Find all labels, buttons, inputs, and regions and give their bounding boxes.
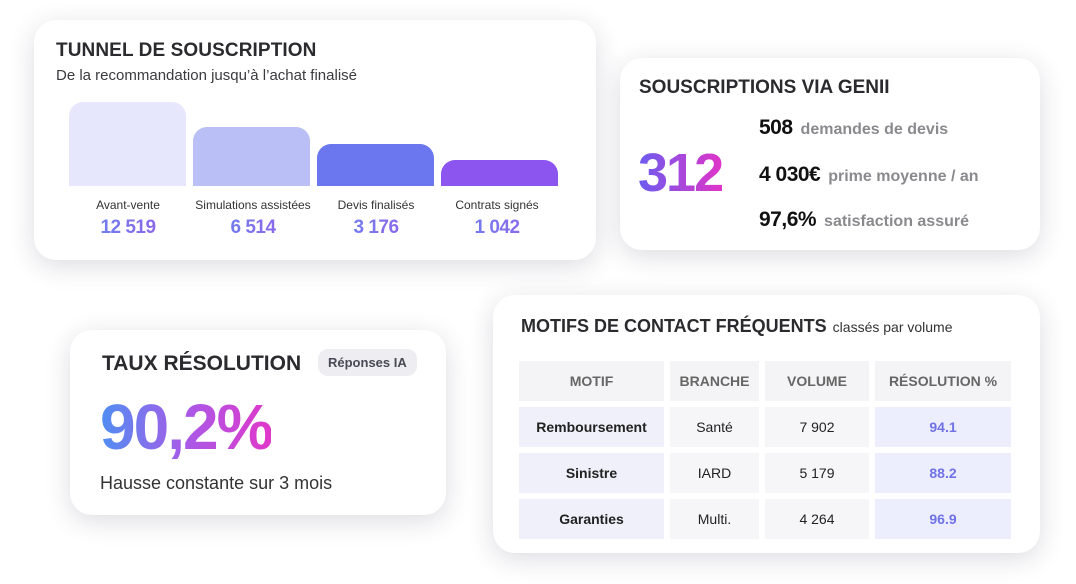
motifs-title: MOTIFS DE CONTACT FRÉQUENTS classés par v…	[521, 316, 953, 337]
cell-motif: Sinistre	[519, 453, 664, 493]
genii-card: SOUSCRIPTIONS VIA GENII 312 508 demandes …	[620, 58, 1040, 250]
funnel-bar-devis	[317, 144, 434, 186]
motifs-subtitle: classés par volume	[832, 319, 953, 335]
motifs-title-text: MOTIFS DE CONTACT FRÉQUENTS	[521, 316, 827, 336]
motifs-card: MOTIFS DE CONTACT FRÉQUENTS classés par v…	[493, 295, 1040, 553]
table-row: Remboursement Santé 7 902 94.1	[519, 407, 1011, 447]
taux-card: TAUX RÉSOLUTION Réponses IA 90,2% Hausse…	[70, 330, 446, 515]
stage-label: Simulations assistées	[195, 198, 311, 212]
genii-stat-satisfaction: 97,6% satisfaction assuré	[759, 208, 969, 232]
stage-value: 12 519	[58, 217, 198, 239]
cell-branche: Multi.	[670, 499, 759, 539]
table-row: Garanties Multi. 4 264 96.9	[519, 499, 1011, 539]
stage-label: Devis finalisés	[337, 198, 415, 212]
stage-label: Contrats signés	[455, 198, 539, 212]
genii-stat-prime: 4 030€ prime moyenne / an	[759, 163, 979, 187]
taux-footnote: Hausse constante sur 3 mois	[100, 473, 333, 493]
stat-number: 97,6%	[759, 208, 817, 231]
funnel-bar-avant-vente	[69, 102, 186, 186]
genii-big-number: 312	[638, 143, 724, 203]
stat-desc: demandes de devis	[800, 121, 949, 138]
funnel-stage-avant-vente: Avant-vente 12 519	[58, 198, 198, 239]
cell-resolution: 94.1	[875, 407, 1011, 447]
table-header-row: MOTIF BRANCHE VOLUME RÉSOLUTION %	[519, 361, 1011, 401]
stat-desc: satisfaction assuré	[824, 213, 969, 230]
funnel-bars	[69, 96, 559, 186]
funnel-stage-devis: Devis finalisés 3 176	[306, 198, 446, 239]
taux-title: TAUX RÉSOLUTION	[102, 352, 302, 375]
taux-badge: Réponses IA	[318, 349, 417, 376]
cell-motif: Garanties	[519, 499, 664, 539]
genii-stat-demandes: 508 demandes de devis	[759, 116, 948, 140]
cell-branche: IARD	[670, 453, 759, 493]
cell-resolution: 96.9	[875, 499, 1011, 539]
funnel-title: TUNNEL DE SOUSCRIPTION	[56, 40, 317, 61]
stat-desc: prime moyenne / an	[828, 168, 979, 185]
cell-volume: 4 264	[765, 499, 869, 539]
funnel-subtitle: De la recommandation jusqu’à l’achat fin…	[56, 67, 357, 84]
stat-number: 508	[759, 116, 793, 139]
funnel-card: TUNNEL DE SOUSCRIPTION De la recommandat…	[34, 20, 596, 260]
funnel-stage-contrats: Contrats signés 1 042	[427, 198, 567, 239]
cell-resolution: 88.2	[875, 453, 1011, 493]
funnel-bar-contrats	[441, 160, 558, 186]
genii-title: SOUSCRIPTIONS VIA GENII	[639, 77, 890, 98]
column-header-branche: BRANCHE	[670, 361, 759, 401]
cell-volume: 7 902	[765, 407, 869, 447]
cell-motif: Remboursement	[519, 407, 664, 447]
cell-volume: 5 179	[765, 453, 869, 493]
stage-value: 3 176	[306, 217, 446, 239]
funnel-bar-simulations	[193, 127, 310, 186]
stage-label: Avant-vente	[96, 198, 160, 212]
cell-branche: Santé	[670, 407, 759, 447]
column-header-volume: VOLUME	[765, 361, 869, 401]
column-header-resolution: RÉSOLUTION %	[875, 361, 1011, 401]
funnel-stage-simulations: Simulations assistées 6 514	[183, 198, 323, 239]
taux-big-number: 90,2%	[100, 391, 273, 463]
table-row: Sinistre IARD 5 179 88.2	[519, 453, 1011, 493]
stat-number: 4 030€	[759, 163, 821, 186]
stage-value: 1 042	[427, 217, 567, 239]
motifs-table: MOTIF BRANCHE VOLUME RÉSOLUTION % Rembou…	[513, 355, 1017, 545]
column-header-motif: MOTIF	[519, 361, 664, 401]
stage-value: 6 514	[183, 217, 323, 239]
